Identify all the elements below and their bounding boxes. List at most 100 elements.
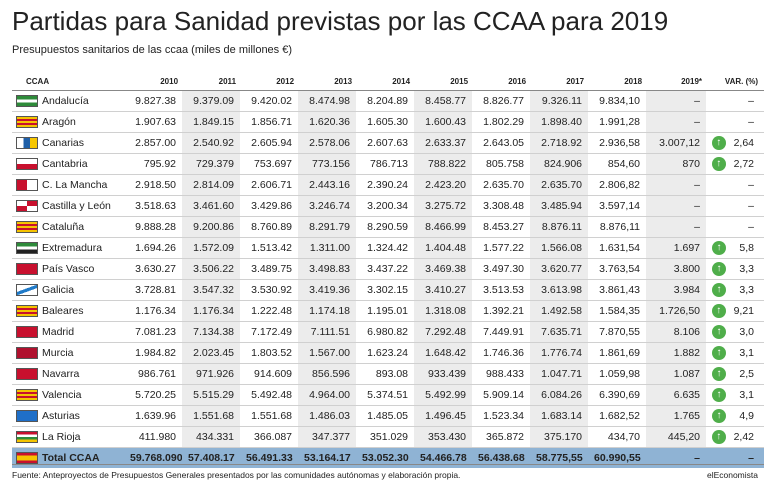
- region-name: Baleares: [38, 300, 125, 322]
- value-cell: 1.392.21: [472, 300, 531, 322]
- table-row: Baleares 1.176.34 1.176.34 1.222.48 1.174.18…: [12, 300, 765, 322]
- value-cell: 56.438.68: [472, 447, 531, 468]
- value-cell: 2.578.06: [298, 132, 357, 154]
- value-cell: 1.584,35: [588, 300, 647, 322]
- value-cell: 8.290.59: [356, 216, 415, 238]
- column-header: 2015: [414, 72, 473, 91]
- column-header: 2011: [182, 72, 241, 91]
- value-cell: 8.876.11: [530, 216, 589, 238]
- table-body: Andalucía 9.827.38 9.379.09 9.420.02 8.474.9…: [12, 90, 765, 468]
- value-cell: 3.498.83: [298, 258, 357, 280]
- madrid-flag: [16, 326, 38, 339]
- value-cell: 6.980.82: [356, 321, 415, 343]
- value-cell: 365.872: [472, 426, 531, 448]
- table-row: Canarias 2.857.00 2.540.92 2.605.94 2.578.06…: [12, 132, 765, 154]
- region-name: Asturias: [38, 405, 125, 427]
- value-cell: 1.577.22: [472, 237, 531, 259]
- value-cell: 8.466.99: [414, 216, 473, 238]
- value-cell: 870: [646, 153, 707, 175]
- up-arrow-icon: ↑: [712, 388, 727, 402]
- value-cell: 971.926: [182, 363, 241, 385]
- value-cell: 1.984.82: [124, 342, 183, 364]
- value-cell: 9.379.09: [182, 90, 241, 112]
- value-cell: 1.849.15: [182, 111, 241, 133]
- value-cell: 8.876,11: [588, 216, 647, 238]
- value-cell: 1.623.24: [356, 342, 415, 364]
- value-cell: 347.377: [298, 426, 357, 448]
- value-cell: 986.761: [124, 363, 183, 385]
- variation-cell: ↑ 3,1: [706, 342, 765, 364]
- up-arrow-icon: ↑: [712, 325, 727, 339]
- table-row: La Rioja 411.980 434.331 366.087 347.377 351.…: [12, 426, 765, 448]
- value-cell: 411.980: [124, 426, 183, 448]
- value-cell: –: [646, 216, 707, 238]
- region-name: Aragón: [38, 111, 125, 133]
- value-cell: 3.497.30: [472, 258, 531, 280]
- aragon-flag: [16, 116, 38, 129]
- value-cell: 53.164.17: [298, 447, 357, 468]
- value-cell: 9.420.02: [240, 90, 299, 112]
- andalucia-flag: [16, 95, 38, 108]
- region-name: Extremadura: [38, 237, 125, 259]
- flag-cell: [12, 153, 38, 175]
- value-cell: 6.390,69: [588, 384, 647, 406]
- value-cell: 1.059,98: [588, 363, 647, 385]
- up-arrow-icon: ↑: [712, 304, 726, 318]
- region-name: Cantabria: [38, 153, 125, 175]
- value-cell: 1.600.43: [414, 111, 473, 133]
- flag-cell: [12, 363, 38, 385]
- variation-cell: –: [706, 174, 765, 196]
- value-cell: 58.775,55: [530, 447, 589, 468]
- value-cell: 3.800: [646, 258, 707, 280]
- value-cell: 59.768.090: [124, 447, 183, 468]
- value-cell: 1.639.96: [124, 405, 183, 427]
- value-cell: 3.513.53: [472, 279, 531, 301]
- value-cell: 7.870,55: [588, 321, 647, 343]
- column-header: CCAA: [12, 72, 125, 91]
- budget-table: CCAA 2010 2011 2012 2013 2014 2015 2016 …: [12, 72, 765, 468]
- chart-title: Partidas para Sanidad previstas por las …: [12, 6, 669, 36]
- variation-value: 3,3: [739, 284, 755, 296]
- variation-value: 3,3: [739, 263, 755, 275]
- value-cell: 9.326.11: [530, 90, 589, 112]
- value-cell: 3.489.75: [240, 258, 299, 280]
- table-row: Andalucía 9.827.38 9.379.09 9.420.02 8.474.9…: [12, 90, 765, 112]
- flag-cell: [12, 111, 38, 133]
- variation-cell: ↑ 9,21: [706, 300, 765, 322]
- region-name: La Rioja: [38, 426, 125, 448]
- value-cell: 8.106: [646, 321, 707, 343]
- value-cell: 3.763,54: [588, 258, 647, 280]
- value-cell: 7.172.49: [240, 321, 299, 343]
- value-cell: 1.567.00: [298, 342, 357, 364]
- value-cell: 2.605.94: [240, 132, 299, 154]
- value-cell: 1.523.34: [472, 405, 531, 427]
- value-cell: 3.861,43: [588, 279, 647, 301]
- value-cell: 2.633.37: [414, 132, 473, 154]
- variation-value: 4,9: [739, 410, 755, 422]
- up-arrow-icon: ↑: [712, 283, 727, 297]
- value-cell: 3.485.94: [530, 195, 589, 217]
- spain-flag: [16, 452, 38, 465]
- value-cell: 2.918.50: [124, 174, 183, 196]
- value-cell: 1.311.00: [298, 237, 357, 259]
- variation-value: 3,1: [739, 389, 755, 401]
- column-header: 2012: [240, 72, 299, 91]
- value-cell: 1.222.48: [240, 300, 299, 322]
- variation-cell: ↑ 3,3: [706, 258, 765, 280]
- value-cell: 729.379: [182, 153, 241, 175]
- flag-cell: [12, 426, 38, 448]
- up-arrow-icon: ↑: [712, 430, 726, 444]
- value-cell: 795.92: [124, 153, 183, 175]
- value-cell: 1.898.40: [530, 111, 589, 133]
- region-name: País Vasco: [38, 258, 125, 280]
- source-note: Fuente: Anteproyectos de Presupuestos Ge…: [12, 470, 461, 480]
- value-cell: –: [646, 90, 707, 112]
- column-header: 2014: [356, 72, 415, 91]
- flag-cell: [12, 258, 38, 280]
- variation-cell: ↑ 5,8: [706, 237, 765, 259]
- value-cell: 9.200.86: [182, 216, 241, 238]
- variation-cell: ↑ 2,42: [706, 426, 765, 448]
- flag-cell: [12, 132, 38, 154]
- value-cell: 3.630.27: [124, 258, 183, 280]
- variation-cell: –: [706, 195, 765, 217]
